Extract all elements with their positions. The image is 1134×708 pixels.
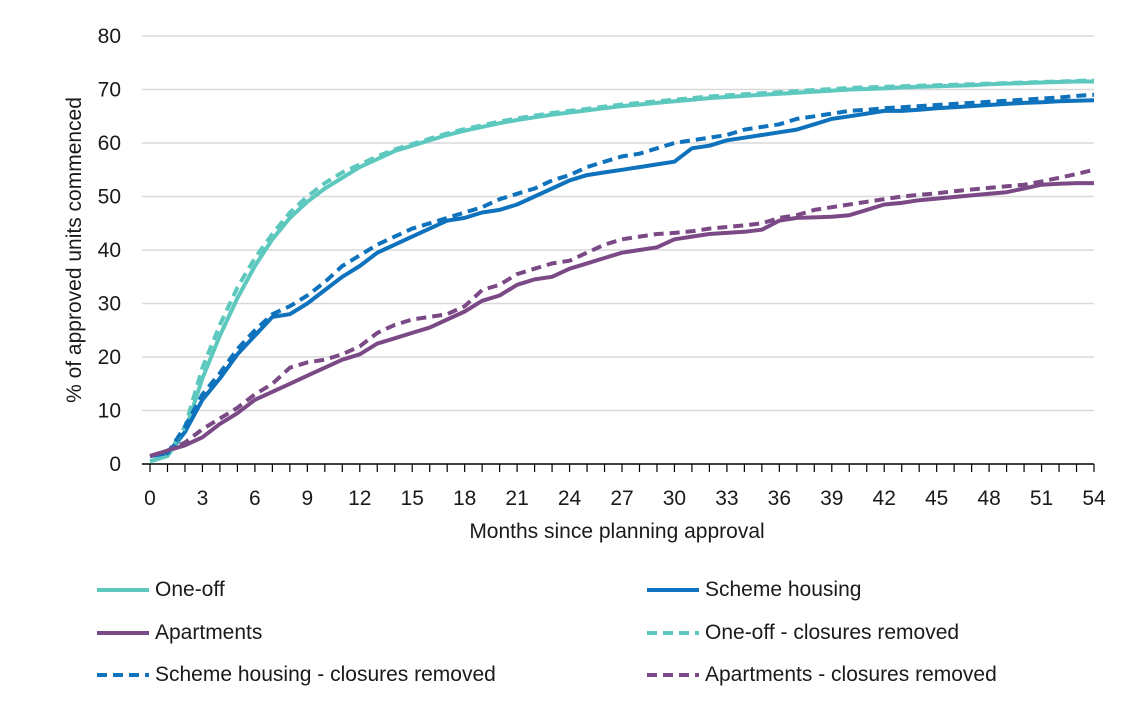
chart-legend: One-off Scheme housing Apartments One-of… <box>95 572 1095 692</box>
legend-swatch-scheme-housing <box>647 588 699 592</box>
x-tick-label: 54 <box>1082 487 1106 510</box>
legend-swatch-apartments-closures-removed <box>647 673 699 677</box>
y-axis-ticks: 0 10 20 30 40 50 60 70 80 <box>98 25 121 476</box>
series-line-scheme-housing <box>149 98 1095 458</box>
x-tick-label: 27 <box>610 487 633 510</box>
x-tick-label: 3 <box>197 487 209 510</box>
legend-item-one-off-closures-removed: One-off - closures removed <box>645 615 959 651</box>
legend-item-one-off: One-off <box>95 572 225 608</box>
series-line-scheme-housing-closures-removed <box>149 92 1095 458</box>
y-axis-title: % of approved units commenced <box>63 97 86 403</box>
y-tick-label: 80 <box>98 25 121 48</box>
y-tick-label: 0 <box>109 453 121 476</box>
y-tick-label: 50 <box>98 186 121 209</box>
legend-item-scheme-housing-closures-removed: Scheme housing - closures removed <box>95 657 496 693</box>
y-tick-label: 70 <box>98 79 121 102</box>
x-tick-label: 18 <box>453 487 476 510</box>
legend-label-apartments: Apartments <box>155 621 263 644</box>
legend-swatch-one-off-closures-removed <box>647 631 699 635</box>
legend-item-scheme-housing: Scheme housing <box>645 572 861 608</box>
x-tick-label: 21 <box>505 487 528 510</box>
series-lines <box>149 78 1095 464</box>
x-tick-label: 15 <box>401 487 424 510</box>
x-tick-label: 42 <box>873 487 896 510</box>
x-tick-label: 12 <box>348 487 371 510</box>
series-line-apartments-closures-removed <box>149 167 1095 458</box>
series-line-apartments <box>149 181 1094 458</box>
legend-label-scheme-housing: Scheme housing <box>705 578 862 601</box>
x-tick-label: 33 <box>715 487 738 510</box>
x-tick-label: 36 <box>768 487 791 510</box>
legend-label-one-off: One-off <box>155 578 225 601</box>
x-tick-label: 24 <box>558 487 582 510</box>
x-tick-label: 6 <box>249 487 261 510</box>
legend-item-apartments-closures-removed: Apartments - closures removed <box>645 657 997 693</box>
y-tick-label: 60 <box>98 132 121 155</box>
y-tick-label: 40 <box>98 239 121 262</box>
legend-swatch-one-off <box>97 588 149 592</box>
legend-label-apartments-closures-removed: Apartments - closures removed <box>705 663 997 686</box>
y-tick-label: 10 <box>98 400 121 423</box>
x-tick-label: 0 <box>144 487 156 510</box>
y-tick-label: 30 <box>98 293 121 316</box>
x-tick-label: 39 <box>820 487 843 510</box>
x-tick-label: 30 <box>663 487 686 510</box>
legend-label-one-off-closures-removed: One-off - closures removed <box>705 621 960 644</box>
x-tick-label: 51 <box>1030 487 1053 510</box>
x-tick-label: 45 <box>925 487 948 510</box>
x-axis-title: Months since planning approval <box>469 520 764 543</box>
y-tick-label: 20 <box>98 346 121 369</box>
series-line-one-off-closures-removed <box>149 78 1095 464</box>
x-tick-label: 9 <box>301 487 313 510</box>
legend-swatch-scheme-housing-closures-removed <box>97 673 149 677</box>
x-axis: 0 3 6 9 12 15 18 21 24 27 30 33 36 39 42 45 48 51 54 <box>142 463 1106 510</box>
series-line-one-off <box>149 79 1094 464</box>
x-tick-label: 48 <box>977 487 1000 510</box>
gridlines <box>142 35 1094 412</box>
legend-item-apartments: Apartments <box>95 615 262 651</box>
legend-label-scheme-housing-closures-removed: Scheme housing - closures removed <box>155 663 496 686</box>
legend-swatch-apartments <box>97 631 149 635</box>
